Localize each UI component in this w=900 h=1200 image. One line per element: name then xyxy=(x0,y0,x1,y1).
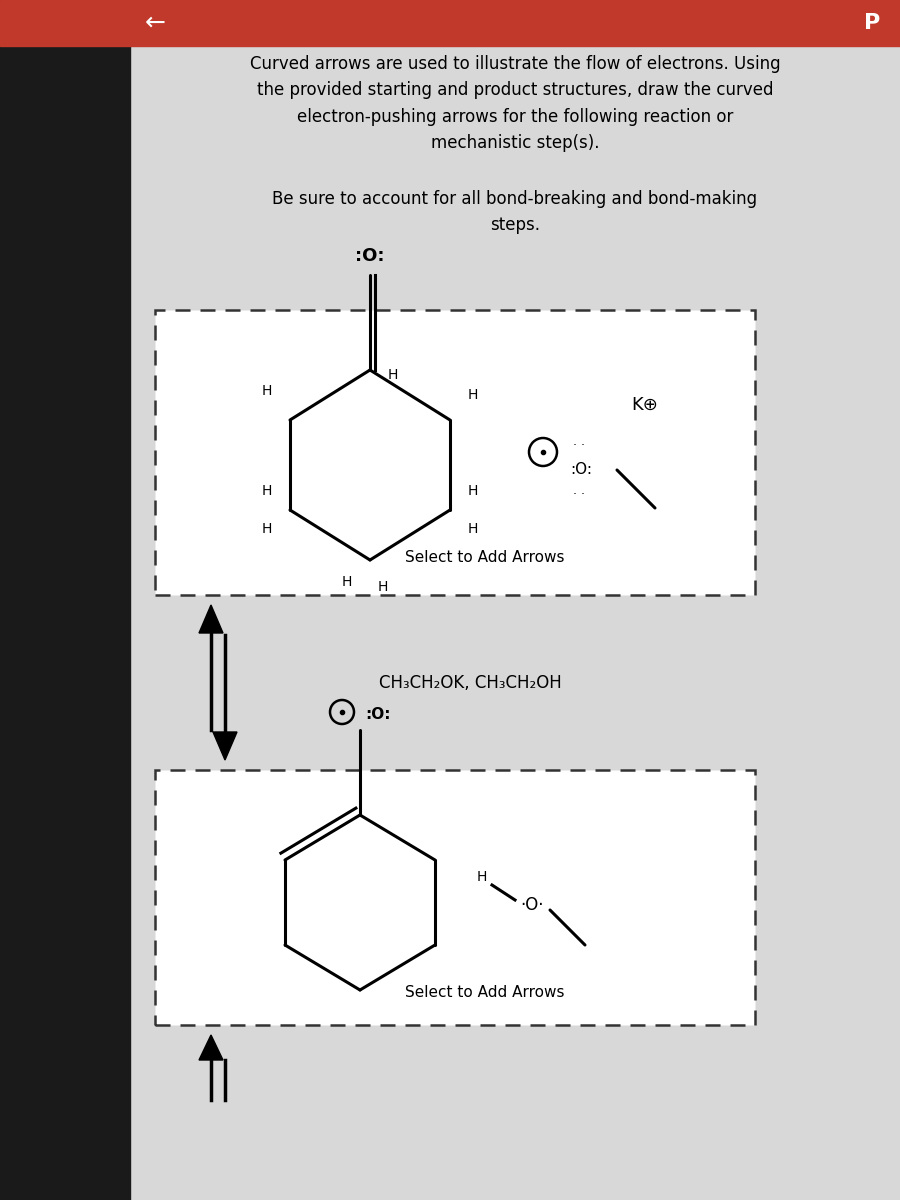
Polygon shape xyxy=(213,732,237,760)
Text: Select to Add Arrows: Select to Add Arrows xyxy=(405,550,565,565)
Text: H: H xyxy=(468,522,479,536)
Text: K⊕: K⊕ xyxy=(632,396,659,414)
Text: H: H xyxy=(477,870,487,884)
Text: Select to Add Arrows: Select to Add Arrows xyxy=(405,985,565,1000)
Text: :O:: :O: xyxy=(570,462,592,478)
FancyBboxPatch shape xyxy=(155,310,755,595)
Text: ·O·: ·O· xyxy=(520,896,544,914)
Text: P: P xyxy=(864,13,880,32)
Text: H: H xyxy=(262,522,272,536)
Text: H: H xyxy=(388,368,399,382)
Text: Curved arrows are used to illustrate the flow of electrons. Using
the provided s: Curved arrows are used to illustrate the… xyxy=(249,55,780,152)
Text: :O:: :O: xyxy=(356,247,385,265)
Text: CH₃CH₂OK, CH₃CH₂OH: CH₃CH₂OK, CH₃CH₂OH xyxy=(379,674,562,692)
Text: · ·: · · xyxy=(573,488,585,502)
Text: H: H xyxy=(262,384,272,398)
FancyBboxPatch shape xyxy=(155,770,755,1025)
Text: H: H xyxy=(378,580,389,594)
Text: Be sure to account for all bond-breaking and bond-making
steps.: Be sure to account for all bond-breaking… xyxy=(273,190,758,234)
Bar xyxy=(0,0,900,46)
Bar xyxy=(0,0,130,1200)
Polygon shape xyxy=(199,605,223,634)
Text: H: H xyxy=(342,575,352,589)
Text: :O:: :O: xyxy=(365,707,391,722)
Text: H: H xyxy=(468,484,479,498)
Text: H: H xyxy=(468,388,479,402)
Text: H: H xyxy=(262,484,272,498)
Text: · ·: · · xyxy=(573,439,585,452)
Polygon shape xyxy=(199,1034,223,1060)
Text: ←: ← xyxy=(145,11,166,35)
